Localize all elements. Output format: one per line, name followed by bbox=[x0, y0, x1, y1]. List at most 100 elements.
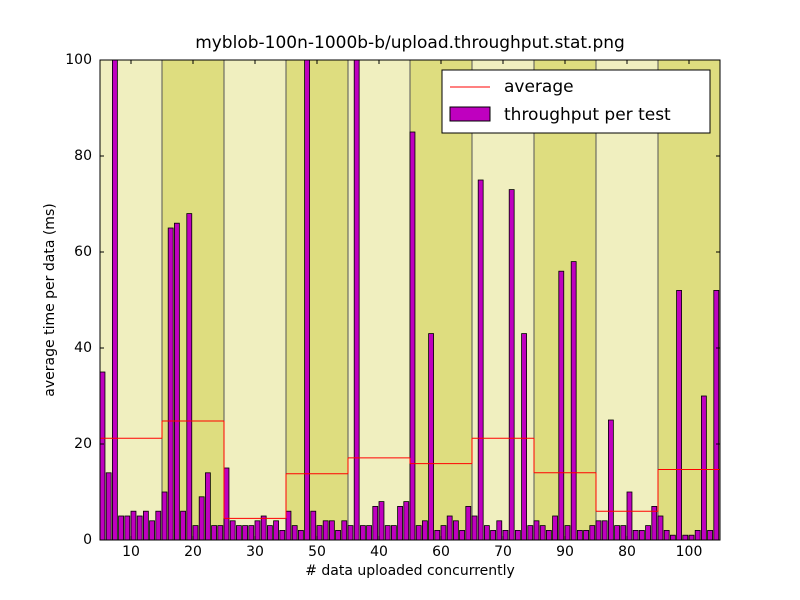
bar bbox=[601, 520, 608, 541]
bar bbox=[483, 525, 490, 541]
bar bbox=[273, 520, 279, 541]
bar bbox=[186, 213, 193, 541]
bar bbox=[434, 530, 441, 541]
bar bbox=[372, 505, 379, 541]
legend-box bbox=[441, 69, 711, 134]
bar bbox=[316, 525, 323, 541]
bar bbox=[359, 525, 366, 541]
bar bbox=[589, 525, 596, 541]
bar bbox=[217, 525, 224, 541]
bar bbox=[502, 530, 509, 541]
bar bbox=[136, 515, 143, 541]
bar bbox=[452, 520, 459, 541]
x-tick-label: 40 bbox=[370, 544, 388, 560]
bar bbox=[508, 189, 515, 541]
band bbox=[596, 60, 658, 540]
x-tick-label: 60 bbox=[432, 544, 450, 560]
bar bbox=[608, 419, 614, 541]
plot-frame bbox=[99, 59, 721, 541]
legend-label: throughput per test bbox=[504, 105, 671, 125]
x-tick-label: 30 bbox=[246, 544, 264, 560]
bar bbox=[124, 515, 131, 541]
bar bbox=[279, 530, 286, 541]
bar bbox=[515, 530, 521, 541]
bar bbox=[707, 530, 713, 541]
bar bbox=[397, 505, 403, 541]
chart-title: myblob-100n-1000b-b/upload.throughput.st… bbox=[195, 33, 625, 53]
bar bbox=[614, 525, 620, 541]
bar bbox=[428, 333, 434, 541]
bar bbox=[533, 520, 540, 541]
bar bbox=[254, 520, 261, 541]
bar bbox=[229, 520, 236, 541]
bar bbox=[211, 525, 217, 541]
bar bbox=[583, 530, 589, 541]
band bbox=[286, 60, 348, 540]
bar bbox=[657, 515, 664, 541]
bar bbox=[260, 515, 267, 541]
bar bbox=[552, 515, 558, 541]
y-tick-label: 0 bbox=[83, 532, 92, 548]
bar bbox=[459, 530, 465, 541]
bar bbox=[694, 530, 701, 541]
x-tick-label: 90 bbox=[556, 544, 574, 560]
bar bbox=[564, 525, 571, 541]
bar bbox=[688, 534, 695, 541]
bar bbox=[248, 525, 255, 541]
bar bbox=[409, 131, 416, 541]
bar bbox=[477, 179, 484, 541]
bar bbox=[167, 227, 174, 541]
bar bbox=[378, 501, 385, 541]
bar bbox=[595, 520, 602, 541]
bar bbox=[304, 59, 310, 541]
bar bbox=[682, 534, 689, 541]
legend-swatch bbox=[449, 106, 491, 122]
bar bbox=[421, 520, 428, 541]
band bbox=[100, 60, 162, 540]
bar bbox=[570, 261, 577, 541]
band bbox=[534, 60, 596, 540]
bar bbox=[639, 530, 645, 541]
bar bbox=[490, 530, 496, 541]
bar bbox=[415, 525, 422, 541]
bar bbox=[149, 520, 155, 541]
bar bbox=[403, 501, 410, 541]
bar bbox=[446, 515, 453, 541]
bar bbox=[310, 510, 317, 541]
bar bbox=[384, 525, 391, 541]
bar bbox=[353, 59, 360, 541]
bar bbox=[180, 510, 186, 541]
y-tick-label: 20 bbox=[74, 436, 92, 452]
x-tick-label: 70 bbox=[494, 544, 512, 560]
bar bbox=[291, 525, 298, 541]
bar bbox=[341, 520, 348, 541]
y-tick-label: 100 bbox=[65, 52, 92, 68]
bar bbox=[118, 515, 124, 541]
bar bbox=[242, 525, 248, 541]
bar bbox=[161, 491, 168, 541]
y-tick-label: 80 bbox=[74, 148, 92, 164]
bar bbox=[105, 472, 112, 541]
bar bbox=[366, 525, 372, 541]
bar bbox=[577, 530, 583, 541]
bar bbox=[173, 222, 180, 541]
bar bbox=[347, 525, 354, 541]
bar bbox=[645, 525, 651, 541]
bar bbox=[198, 496, 205, 541]
x-tick-label: 10 bbox=[122, 544, 140, 560]
bar bbox=[235, 525, 242, 541]
bar bbox=[223, 467, 230, 541]
bar bbox=[496, 520, 503, 541]
bar bbox=[626, 491, 633, 541]
bar bbox=[192, 525, 199, 541]
bar bbox=[297, 530, 304, 541]
x-tick-label: 20 bbox=[184, 544, 202, 560]
band bbox=[658, 60, 720, 540]
x-axis-label: # data uploaded concurrently bbox=[305, 563, 515, 579]
bar bbox=[322, 520, 329, 541]
bar bbox=[546, 530, 552, 541]
bar bbox=[471, 515, 478, 541]
bar bbox=[701, 395, 707, 541]
y-axis-label: average time per data (ms) bbox=[42, 203, 58, 396]
bar bbox=[663, 530, 670, 541]
